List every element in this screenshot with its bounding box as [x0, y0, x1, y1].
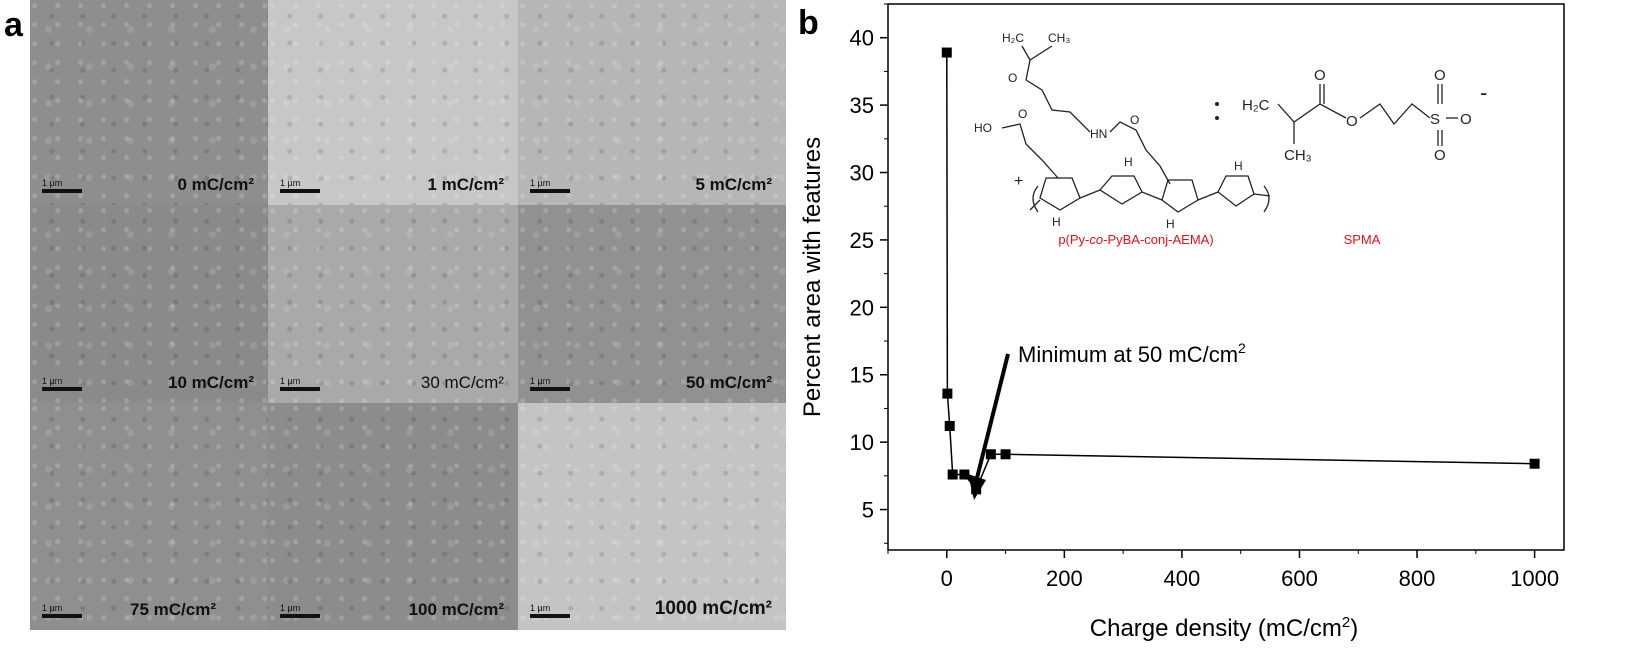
- sem-image-grid: 1 µm 0 mC/cm² 1 µm 1 mC/cm² 1 µm 5 mC/cm² 1…: [30, 0, 786, 630]
- data-point: [947, 469, 958, 480]
- tile-label: 5 mC/cm²: [695, 175, 772, 194]
- y-tick-label: 40: [850, 26, 874, 51]
- data-point: [944, 420, 955, 431]
- scale-bar-text: 1 µm: [530, 178, 551, 188]
- scale-bar-text: 1 µm: [280, 376, 301, 386]
- svg-text:O: O: [1434, 147, 1446, 164]
- data-point: [985, 449, 996, 460]
- panel-b-letter: b: [798, 4, 819, 42]
- scale-bar: 1 µm: [530, 603, 570, 618]
- scale-bar: 1 µm: [280, 603, 320, 618]
- svg-text:O: O: [1008, 71, 1017, 85]
- y-axis-label: Percent area with features: [799, 137, 826, 417]
- svg-text:HO: HO: [974, 121, 992, 135]
- scale-bar: 1 µm: [42, 376, 82, 391]
- scale-bar: 1 µm: [280, 376, 320, 391]
- sem-tile-4: 1 µm 30 mC/cm²: [268, 205, 518, 403]
- x-axis-label: Charge density (mC/cm2): [1090, 614, 1358, 642]
- svg-text:O: O: [1434, 67, 1446, 84]
- scale-bar: 1 µm: [280, 178, 320, 193]
- x-tick-label: 0: [941, 566, 953, 591]
- scale-bar: 1 µm: [530, 376, 570, 391]
- scale-bar-text: 1 µm: [280, 178, 301, 188]
- panel-a-letter: a: [4, 6, 23, 44]
- tile-label: 10 mC/cm²: [168, 373, 254, 392]
- tile-label: 50 mC/cm²: [686, 373, 772, 392]
- y-tick-label: 15: [850, 363, 874, 388]
- plot-frame: [887, 3, 1565, 551]
- y-axis: 5 10 15 20 25 30 35 40: [850, 3, 888, 544]
- tile-label: 100 mC/cm²: [408, 600, 504, 619]
- svg-text:CH₃: CH₃: [1284, 147, 1312, 164]
- sem-tile-6: 1 µm 75 mC/cm²: [30, 403, 268, 630]
- scale-bar-text: 1 µm: [530, 603, 551, 613]
- chemical-structure-polymer: H₂C CH₃ O HN O HO O + H H H H: [974, 31, 1271, 231]
- svg-text:HN: HN: [1090, 127, 1107, 141]
- svg-text:O: O: [1460, 111, 1472, 128]
- svg-text:H: H: [1234, 159, 1243, 173]
- minimum-annotation: Minimum at 50 mC/cm2: [968, 340, 1246, 500]
- svg-text:O: O: [1130, 113, 1139, 127]
- svg-text:H: H: [1124, 155, 1133, 169]
- y-tick-label: 30: [850, 161, 874, 186]
- y-tick-label: 5: [862, 498, 874, 523]
- y-tick-label: 20: [850, 295, 874, 320]
- sem-tile-0: 1 µm 0 mC/cm²: [30, 0, 268, 205]
- sem-tile-5: 1 µm 50 mC/cm²: [518, 205, 786, 403]
- tile-label: 75 mC/cm²: [130, 600, 216, 619]
- svg-text:-: -: [1480, 80, 1487, 105]
- data-point: [1529, 458, 1540, 469]
- scale-bar: 1 µm: [530, 178, 570, 193]
- scale-bar-text: 1 µm: [42, 178, 63, 188]
- sem-tile-3: 1 µm 10 mC/cm²: [30, 205, 268, 403]
- scale-bar-text: 1 µm: [530, 376, 551, 386]
- monomer-label: SPMA: [1344, 232, 1381, 247]
- annotation-text: Minimum at 50 mC/cm2: [1018, 340, 1246, 367]
- separator-colon: [1215, 102, 1219, 120]
- x-tick-label: 400: [1164, 566, 1201, 591]
- y-tick-label: 35: [850, 93, 874, 118]
- data-point: [959, 469, 970, 480]
- svg-text:O: O: [1346, 113, 1358, 130]
- scale-bar-text: 1 µm: [42, 603, 63, 613]
- svg-text:H₂C: H₂C: [1002, 31, 1024, 45]
- svg-text:+: +: [1014, 173, 1023, 190]
- tile-label: 1 mC/cm²: [427, 175, 504, 194]
- tile-label: 0 mC/cm²: [177, 175, 254, 194]
- scale-bar-text: 1 µm: [280, 603, 301, 613]
- svg-text:H₂C: H₂C: [1242, 97, 1270, 114]
- data-point: [941, 47, 952, 58]
- panel-b-chart: b 5 10 15 20 25 30 35 40 0 200 400 600 800 1000 Perc…: [798, 3, 1565, 642]
- svg-text:H: H: [1166, 217, 1175, 231]
- data-point: [942, 388, 953, 399]
- scale-bar-text: 1 µm: [42, 376, 63, 386]
- data-point: [1000, 449, 1011, 460]
- x-tick-label: 800: [1399, 566, 1436, 591]
- sem-tile-1: 1 µm 1 mC/cm²: [268, 0, 518, 205]
- chemical-structure-spma: H₂C CH₃ O O S O O O -: [1242, 67, 1487, 164]
- y-tick-label: 10: [850, 430, 874, 455]
- scale-bar: 1 µm: [42, 178, 82, 193]
- tile-label: 30 mC/cm²: [420, 373, 504, 392]
- svg-text:O: O: [1314, 67, 1326, 84]
- svg-text:CH₃: CH₃: [1048, 31, 1070, 45]
- polymer-label: p(Py-co-PyBA-conj-AEMA): [1058, 232, 1213, 247]
- svg-text:S: S: [1430, 111, 1440, 128]
- x-axis: 0 200 400 600 800 1000: [887, 550, 1559, 591]
- x-tick-label: 1000: [1510, 566, 1559, 591]
- scale-bar: 1 µm: [42, 603, 82, 618]
- tile-label: 1000 mC/cm²: [654, 598, 772, 619]
- x-tick-label: 600: [1281, 566, 1318, 591]
- svg-text:O: O: [1018, 107, 1027, 121]
- y-tick-label: 25: [850, 228, 874, 253]
- series-markers: [941, 47, 1540, 495]
- sem-tile-2: 1 µm 5 mC/cm²: [518, 0, 786, 205]
- x-tick-label: 200: [1046, 566, 1083, 591]
- sem-tile-7: 1 µm 100 mC/cm²: [268, 403, 518, 630]
- sem-tile-8: 1 µm 1000 mC/cm²: [518, 403, 786, 630]
- svg-text:H: H: [1052, 215, 1061, 229]
